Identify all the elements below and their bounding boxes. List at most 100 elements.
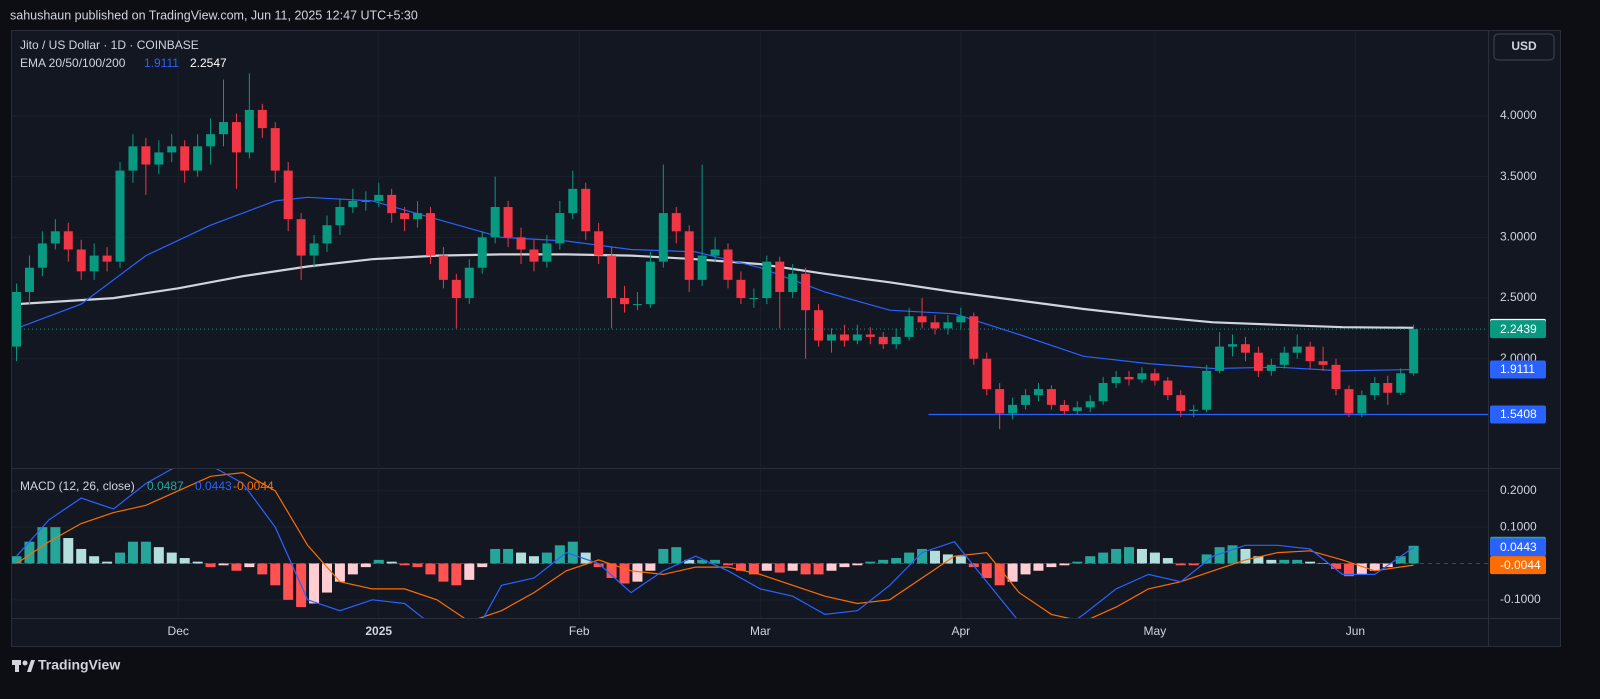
histogram-bar xyxy=(813,563,824,575)
candle-body xyxy=(1357,395,1367,414)
candle-body xyxy=(1266,364,1276,371)
histogram-bar xyxy=(1227,545,1238,564)
candle-body xyxy=(1098,383,1108,402)
candle-body xyxy=(995,389,1005,414)
grid xyxy=(12,31,1488,618)
candle-body xyxy=(270,128,280,171)
histogram-bar xyxy=(451,563,462,586)
candle-body xyxy=(542,243,552,262)
histogram-bar xyxy=(1136,548,1147,564)
candle-body xyxy=(335,207,345,226)
histogram-bar xyxy=(567,541,578,564)
candle-body xyxy=(1111,376,1121,384)
candle-body xyxy=(283,170,293,220)
histogram-bar xyxy=(826,563,837,571)
y-tick-label: -0.1000 xyxy=(1500,592,1541,606)
histogram-bar xyxy=(373,559,384,564)
candle-body xyxy=(477,237,487,268)
histogram-bar xyxy=(697,559,708,564)
macd-hist-value: 0.0487 xyxy=(147,479,184,493)
candle-body xyxy=(529,249,539,262)
histogram-bar xyxy=(671,547,682,564)
macd-value: 0.0443 xyxy=(195,479,232,493)
histogram-bar xyxy=(1214,547,1225,564)
candle-body xyxy=(1176,395,1186,411)
candle-body xyxy=(63,231,73,250)
candle-body xyxy=(1344,389,1354,414)
histogram-bar xyxy=(321,563,332,593)
currency-button[interactable] xyxy=(1493,33,1555,61)
candle-body xyxy=(141,146,151,165)
y-tick-label: 3.5000 xyxy=(1500,169,1537,183)
histogram-bar xyxy=(334,563,345,582)
histogram-bar xyxy=(1369,563,1380,571)
candle-body xyxy=(1253,352,1263,371)
price-badge xyxy=(1490,556,1546,575)
chart-frame xyxy=(11,30,1561,647)
candle-body xyxy=(193,146,203,171)
histogram-bar xyxy=(257,563,268,575)
candle-body xyxy=(296,219,306,256)
histogram-bar xyxy=(528,556,539,564)
candle-body xyxy=(723,249,733,280)
histogram-bar xyxy=(63,538,74,564)
candle-body xyxy=(904,316,914,337)
candle-body xyxy=(775,261,785,292)
histogram-bar xyxy=(386,561,397,564)
histogram-bar xyxy=(425,563,436,575)
macd-legend: MACD (12, 26, close) xyxy=(20,479,135,493)
histogram-bar xyxy=(580,552,591,564)
histogram-bar xyxy=(399,563,410,566)
candle-body xyxy=(180,146,190,171)
candle-body xyxy=(219,122,229,135)
candle-body xyxy=(878,336,888,345)
candle-body xyxy=(1409,329,1419,374)
tradingview-logo xyxy=(12,660,35,672)
histogram-bar xyxy=(115,552,126,564)
candle-body xyxy=(671,213,681,232)
histogram-bar xyxy=(1408,545,1419,564)
candle-body xyxy=(1228,344,1238,347)
candle-body xyxy=(865,334,875,337)
histogram-bar xyxy=(929,550,940,564)
header: sahushaun published on TradingView.com, … xyxy=(10,8,418,22)
candle-body xyxy=(1215,346,1225,371)
y-tick-label: 2.5000 xyxy=(1500,290,1537,304)
price-badge-label: 1.9111 xyxy=(1500,362,1535,376)
histogram-bar xyxy=(1149,552,1160,564)
candle-body xyxy=(1150,373,1160,381)
price-badge xyxy=(1490,320,1546,339)
candle-body xyxy=(620,298,630,305)
candle-body xyxy=(167,146,177,153)
histogram-bar xyxy=(645,563,656,571)
histogram-bar xyxy=(412,563,423,568)
candle-body xyxy=(37,243,47,268)
histogram-bar xyxy=(1356,563,1367,575)
candle-body xyxy=(943,322,953,329)
candle-body xyxy=(762,261,772,299)
histogram-bar xyxy=(244,563,255,568)
histogram-bar xyxy=(1331,563,1342,569)
y-tick-label: 0.1000 xyxy=(1500,519,1537,533)
histogram-bar xyxy=(1318,563,1329,564)
histogram-bar xyxy=(748,563,759,575)
candle-body xyxy=(438,255,448,280)
histogram-bar xyxy=(981,563,992,579)
candle-body xyxy=(917,316,927,323)
histogram-bar xyxy=(994,563,1005,586)
histogram-bar xyxy=(658,548,669,564)
price-badge xyxy=(1490,360,1546,379)
symbol-title: Jito / US Dollar · 1D · COINBASE xyxy=(20,38,199,52)
candle-body xyxy=(1240,344,1250,353)
candle-body xyxy=(1292,346,1302,353)
histogram-bar xyxy=(942,554,953,564)
histogram-bar xyxy=(1279,559,1290,564)
price-pane xyxy=(12,73,1488,430)
price-badge-label: 0.0443 xyxy=(1500,540,1537,554)
candle-body xyxy=(115,170,125,262)
x-tick-label: Dec xyxy=(168,624,189,638)
candle-body xyxy=(154,152,164,165)
currency-label[interactable]: USD xyxy=(1511,39,1537,53)
histogram-bar xyxy=(140,541,151,564)
